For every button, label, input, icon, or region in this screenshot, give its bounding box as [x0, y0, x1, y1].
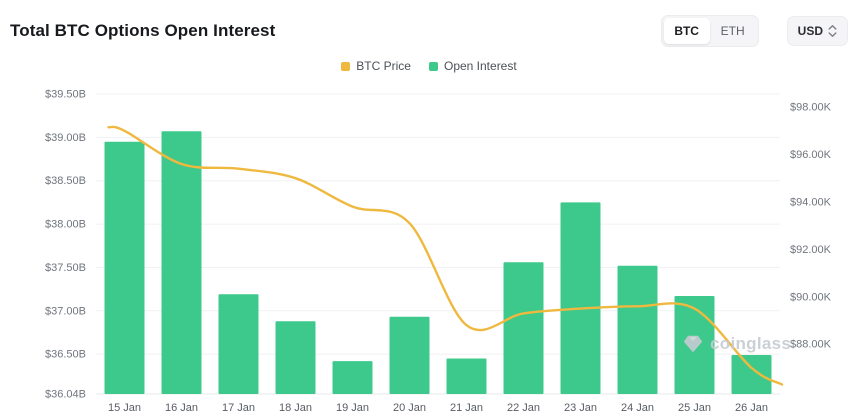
left-axis-label: $38.00B [45, 219, 86, 231]
right-axis-label: $96.00K [790, 149, 832, 161]
x-axis-label: 21 Jan [450, 402, 483, 414]
chevron-up-down-icon [828, 24, 837, 38]
x-axis-label: 26 Jan [735, 402, 768, 414]
left-axis-label: $36.50B [45, 349, 86, 361]
currency-select-label: USD [797, 24, 823, 38]
open-interest-bar[interactable] [218, 294, 259, 394]
open-interest-bar[interactable] [731, 355, 772, 394]
x-axis-label: 23 Jan [564, 402, 597, 414]
left-axis-label: $39.00B [45, 132, 86, 144]
x-axis-label: 25 Jan [678, 402, 711, 414]
right-axis-label: $92.00K [790, 244, 832, 256]
chart-area: $39.50B $39.00B $38.50B $38.00B $37.50B $37.0… [10, 79, 848, 420]
legend-label-open-interest: Open Interest [443, 59, 517, 73]
x-axis-label: 24 Jan [621, 402, 654, 414]
chart-legend: BTC Price Open Interest [10, 57, 848, 75]
x-axis-label: 22 Jan [507, 402, 540, 414]
header: Total BTC Options Open Interest BTC ETH … [10, 14, 848, 48]
open-interest-bar[interactable] [560, 202, 601, 394]
currency-select[interactable]: USD [786, 16, 848, 46]
left-axis-label: $39.50B [45, 89, 86, 101]
page-title: Total BTC Options Open Interest [10, 21, 276, 40]
open-interest-bar[interactable] [332, 361, 373, 394]
open-interest-bar[interactable] [446, 358, 487, 395]
options-open-interest-chart[interactable]: $39.50B $39.00B $38.50B $38.00B $37.50B $37.0… [10, 79, 860, 415]
coin-toggle: BTC ETH [660, 15, 759, 47]
open-interest-bar[interactable] [161, 131, 202, 395]
left-axis-label: $37.50B [45, 262, 86, 274]
legend-label-btc-price: BTC Price [356, 59, 411, 73]
x-axis-label: 17 Jan [222, 402, 255, 414]
open-interest-swatch-icon [428, 61, 438, 71]
coin-tab-btc[interactable]: BTC [663, 18, 710, 44]
btc-price-swatch-icon [341, 61, 351, 71]
open-interest-bar[interactable] [389, 316, 430, 394]
right-axis-label: $94.00K [790, 196, 832, 208]
btc-price-line[interactable] [107, 125, 784, 386]
right-axis-label: $90.00K [790, 291, 832, 303]
open-interest-bar[interactable] [617, 265, 658, 394]
open-interest-bar[interactable] [503, 262, 544, 394]
open-interest-bar[interactable] [674, 296, 715, 394]
right-axis-label: $98.00K [790, 102, 832, 114]
header-controls: BTC ETH USD [660, 15, 848, 47]
x-axis-label: 20 Jan [393, 402, 426, 414]
x-axis-label: 15 Jan [108, 402, 141, 414]
left-axis-label: $37.00B [45, 305, 86, 317]
x-axis-label: 16 Jan [165, 402, 198, 414]
open-interest-bar[interactable] [275, 321, 316, 394]
x-axis-label: 18 Jan [279, 402, 312, 414]
legend-item-open-interest[interactable]: Open Interest [428, 59, 517, 73]
x-axis-label: 19 Jan [336, 402, 369, 414]
coin-tab-eth[interactable]: ETH [710, 18, 756, 44]
right-axis-label: $88.00K [790, 339, 832, 351]
left-axis-label: $38.50B [45, 175, 86, 187]
legend-item-btc-price[interactable]: BTC Price [341, 59, 411, 73]
open-interest-bar[interactable] [104, 141, 145, 394]
left-axis-label: $36.04B [45, 389, 86, 401]
